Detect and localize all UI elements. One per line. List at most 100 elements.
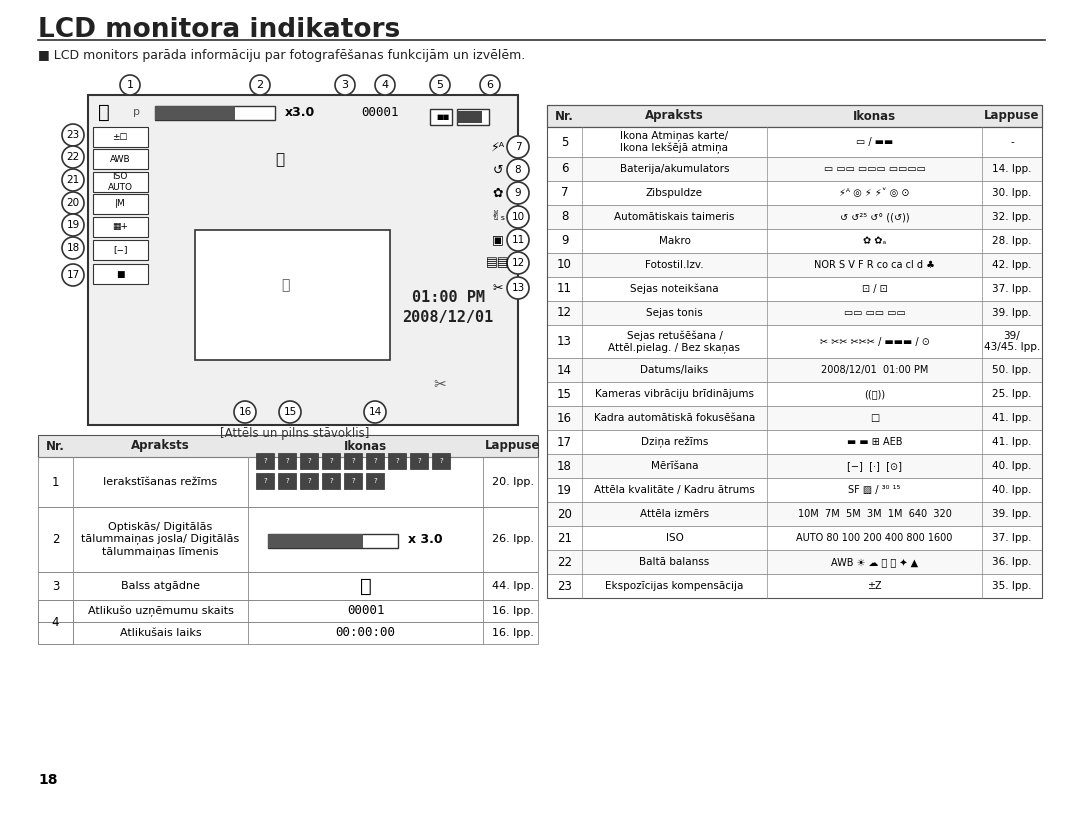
Text: Ierakstīšanas režīms: Ierakstīšanas režīms (104, 477, 217, 487)
Bar (457, 109, 489, 125)
Bar (546, 454, 1042, 478)
Text: 3: 3 (52, 579, 59, 593)
Text: 44. lpp.: 44. lpp. (491, 581, 535, 591)
Text: ?: ? (264, 478, 267, 484)
Bar (457, 111, 482, 123)
Circle shape (507, 159, 529, 181)
Text: 11: 11 (557, 283, 572, 296)
Text: 2008/12/01: 2008/12/01 (403, 310, 494, 325)
Circle shape (62, 264, 84, 286)
Bar (278, 473, 296, 489)
Text: SF ▨ / ³⁰ ¹⁵: SF ▨ / ³⁰ ¹⁵ (848, 485, 901, 495)
Text: 13: 13 (511, 283, 525, 293)
Circle shape (249, 75, 270, 95)
Text: ▣: ▣ (492, 234, 504, 246)
Text: ▭▭ ▭▭ ▭▭: ▭▭ ▭▭ ▭▭ (843, 308, 905, 318)
Text: ⊡ / ⊡: ⊡ / ⊡ (862, 284, 888, 294)
Text: 39/
43/45. lpp.: 39/ 43/45. lpp. (984, 331, 1040, 352)
Text: 37. lpp.: 37. lpp. (993, 284, 1031, 294)
Text: 2008/12/01  01:00 PM: 2008/12/01 01:00 PM (821, 365, 928, 375)
Circle shape (120, 75, 140, 95)
Text: Attēla izmērs: Attēla izmērs (640, 509, 710, 519)
Text: 16: 16 (557, 412, 572, 425)
Bar (93, 264, 148, 284)
Text: ⚡ᴬ ◎ ⚡ ⚡˅ ◎ ⊙: ⚡ᴬ ◎ ⚡ ⚡˅ ◎ ⊙ (839, 188, 909, 198)
Text: ?: ? (373, 478, 377, 484)
Text: Apraksts: Apraksts (645, 109, 704, 122)
Bar (268, 534, 363, 548)
Text: 2: 2 (256, 80, 264, 90)
Text: ✂: ✂ (492, 281, 503, 294)
Text: Baterija/akumulators: Baterija/akumulators (620, 164, 729, 174)
Bar (156, 106, 275, 120)
Bar (93, 240, 148, 260)
Bar (322, 473, 340, 489)
Text: 15: 15 (283, 407, 297, 417)
Bar (546, 301, 1042, 325)
Text: 7: 7 (561, 187, 568, 200)
Text: 7: 7 (515, 142, 522, 152)
Text: Datums/laiks: Datums/laiks (640, 365, 708, 375)
Text: 20: 20 (67, 198, 80, 208)
Text: 30. lpp.: 30. lpp. (993, 188, 1031, 198)
Text: ↺ ↺²⁵ ↺° ((↺)): ↺ ↺²⁵ ↺° ((↺)) (839, 212, 909, 222)
Text: 19: 19 (66, 220, 80, 230)
Text: Attēla kvalitāte / Kadru ātrums: Attēla kvalitāte / Kadru ātrums (594, 485, 755, 495)
Text: 1: 1 (52, 475, 59, 488)
Text: 5: 5 (561, 135, 568, 148)
Bar (546, 550, 1042, 574)
Text: 14: 14 (557, 363, 572, 377)
Text: [−]  [·]  [⊙]: [−] [·] [⊙] (847, 461, 902, 471)
Text: 11: 11 (511, 235, 525, 245)
Text: ?: ? (351, 478, 355, 484)
Text: ✿: ✿ (492, 187, 503, 200)
Bar (38, 600, 73, 644)
Circle shape (507, 206, 529, 228)
Text: Atlikušo uzņēmumu skaits: Atlikušo uzņēmumu skaits (87, 606, 233, 617)
Bar (546, 502, 1042, 526)
Text: LCD monitora indikators: LCD monitora indikators (38, 17, 401, 43)
Text: ✌ₛ: ✌ₛ (490, 210, 505, 223)
Text: Lappuse: Lappuse (485, 439, 541, 452)
Text: 13: 13 (557, 335, 572, 348)
Bar (546, 105, 1042, 127)
Bar (366, 453, 384, 469)
Text: AWB: AWB (110, 155, 131, 164)
Text: ?: ? (329, 458, 333, 464)
Text: 22: 22 (66, 152, 80, 162)
Bar (546, 157, 1042, 181)
Text: ±☐: ±☐ (112, 133, 127, 142)
Text: 40. lpp.: 40. lpp. (993, 485, 1031, 495)
Text: 23: 23 (557, 579, 572, 593)
Bar (195, 230, 390, 360)
Bar (546, 277, 1042, 301)
Text: |M: |M (114, 200, 125, 209)
Text: 20. lpp.: 20. lpp. (492, 477, 534, 487)
Text: Kadra automātiskā fokusēšana: Kadra automātiskā fokusēšana (594, 413, 755, 423)
Bar (93, 149, 148, 169)
Bar (93, 127, 148, 147)
Text: 1: 1 (126, 80, 134, 90)
Text: ▦+: ▦+ (112, 222, 129, 231)
Bar (546, 406, 1042, 430)
Text: ⚡ᴬ: ⚡ᴬ (491, 140, 505, 153)
Text: AUTO 80 100 200 400 800 1600: AUTO 80 100 200 400 800 1600 (796, 533, 953, 543)
Text: ?: ? (307, 478, 311, 484)
Text: Makro: Makro (659, 236, 690, 246)
Text: 15: 15 (557, 387, 572, 400)
Text: ?: ? (264, 458, 267, 464)
Text: p: p (133, 107, 140, 117)
Text: Nr.: Nr. (46, 439, 65, 452)
Text: Ikonas: Ikonas (343, 439, 387, 452)
Text: 16: 16 (239, 407, 252, 417)
Text: 50. lpp.: 50. lpp. (993, 365, 1031, 375)
Text: ▭ ▭▭ ▭▭▭ ▭▭▭▭: ▭ ▭▭ ▭▭▭ ▭▭▭▭ (824, 164, 926, 174)
Text: ↺: ↺ (492, 164, 503, 177)
Circle shape (507, 277, 529, 299)
Text: 22: 22 (557, 556, 572, 569)
Bar (87, 95, 518, 425)
Text: Sejas tonis: Sejas tonis (646, 308, 703, 318)
Text: Fotostil.Izv.: Fotostil.Izv. (645, 260, 704, 270)
Circle shape (507, 252, 529, 274)
Text: 37. lpp.: 37. lpp. (993, 533, 1031, 543)
